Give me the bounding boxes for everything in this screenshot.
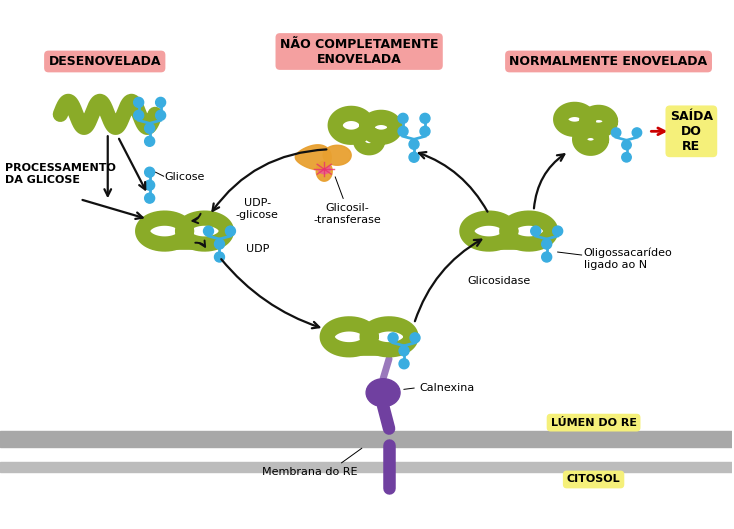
Circle shape	[611, 128, 621, 138]
Circle shape	[542, 239, 552, 249]
Circle shape	[399, 346, 409, 356]
Circle shape	[399, 359, 409, 369]
Circle shape	[145, 193, 155, 203]
Circle shape	[225, 226, 236, 236]
Circle shape	[156, 111, 166, 120]
Polygon shape	[295, 145, 331, 170]
Text: UDP-
-glicose: UDP- -glicose	[236, 198, 279, 220]
Circle shape	[214, 239, 225, 249]
Text: Glicose: Glicose	[164, 172, 205, 182]
Circle shape	[531, 226, 541, 236]
Text: NÃO COMPLETAMENTE
ENOVELADA: NÃO COMPLETAMENTE ENOVELADA	[280, 38, 438, 66]
Text: Glicosil-
-transferase: Glicosil- -transferase	[313, 203, 381, 225]
Text: DESENOVELADA: DESENOVELADA	[48, 55, 161, 68]
Circle shape	[420, 126, 430, 136]
Text: Glicosidase: Glicosidase	[467, 276, 530, 286]
Circle shape	[145, 136, 155, 147]
Text: Membrana do RE: Membrana do RE	[261, 467, 357, 477]
Polygon shape	[323, 145, 351, 165]
Text: UDP: UDP	[246, 244, 269, 254]
Circle shape	[409, 139, 419, 149]
Text: PROCESSAMENTO
DA GLICOSE: PROCESSAMENTO DA GLICOSE	[5, 163, 116, 185]
Ellipse shape	[319, 165, 330, 174]
Circle shape	[145, 123, 155, 133]
Bar	[0, 431, 733, 446]
Circle shape	[134, 97, 144, 107]
Polygon shape	[316, 161, 333, 181]
Circle shape	[622, 152, 631, 162]
Circle shape	[156, 97, 166, 107]
Text: Oligossacarídeo
ligado ao N: Oligossacarídeo ligado ao N	[584, 248, 672, 270]
Circle shape	[542, 252, 552, 262]
Circle shape	[203, 226, 214, 236]
Circle shape	[622, 140, 631, 150]
Circle shape	[145, 167, 155, 177]
Circle shape	[398, 113, 408, 123]
Text: NORMALMENTE ENOVELADA: NORMALMENTE ENOVELADA	[509, 55, 708, 68]
Text: CITOSOL: CITOSOL	[567, 475, 620, 485]
Circle shape	[420, 113, 430, 123]
Ellipse shape	[366, 379, 400, 407]
Circle shape	[134, 111, 144, 120]
Circle shape	[632, 128, 642, 138]
Circle shape	[388, 333, 398, 343]
Circle shape	[398, 126, 408, 136]
Text: LÚMEN DO RE: LÚMEN DO RE	[550, 417, 636, 427]
Bar	[0, 461, 733, 471]
Text: SAÍDA
DO
RE: SAÍDA DO RE	[670, 110, 713, 153]
Circle shape	[214, 252, 225, 262]
Circle shape	[553, 226, 563, 236]
Text: Calnexina: Calnexina	[419, 382, 474, 393]
Circle shape	[410, 333, 420, 343]
Circle shape	[145, 180, 155, 190]
Circle shape	[409, 152, 419, 162]
